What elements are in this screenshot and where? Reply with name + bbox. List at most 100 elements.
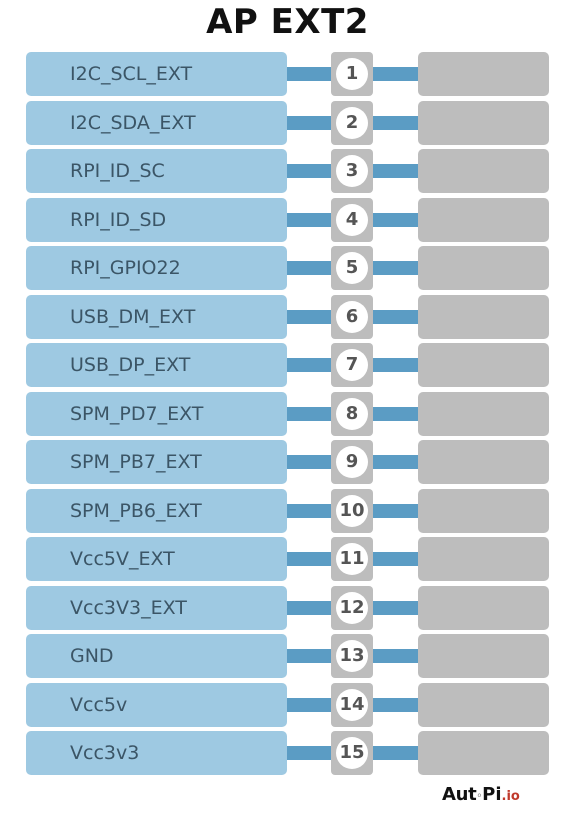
pin-number: 6 bbox=[336, 301, 368, 333]
connector-line-right bbox=[373, 407, 418, 421]
pin-label: USB_DM_EXT bbox=[70, 306, 196, 328]
pin-row: SPM_PD7_EXT 8 bbox=[0, 392, 575, 436]
pin-mate-box bbox=[418, 683, 549, 727]
pin-number-box: 15 bbox=[331, 731, 373, 775]
pin-mate-box bbox=[418, 392, 549, 436]
autopi-logo: AutoPi.io bbox=[442, 782, 520, 808]
pin-number: 15 bbox=[336, 737, 368, 769]
pin-label-box: Vcc5v bbox=[26, 683, 287, 727]
connector-line-right bbox=[373, 164, 418, 178]
pin-label: RPI_ID_SD bbox=[70, 209, 167, 231]
connector-line-left bbox=[287, 504, 331, 518]
pin-label: I2C_SDA_EXT bbox=[70, 112, 196, 134]
pin-mate-box bbox=[418, 489, 549, 533]
pin-row: RPI_ID_SD 4 bbox=[0, 198, 575, 242]
pin-row: RPI_ID_SC 3 bbox=[0, 149, 575, 193]
pin-number-box: 13 bbox=[331, 634, 373, 678]
pin-number-box: 4 bbox=[331, 198, 373, 242]
pin-mate-box bbox=[418, 198, 549, 242]
pin-number-box: 3 bbox=[331, 149, 373, 193]
pin-number: 3 bbox=[336, 155, 368, 187]
pin-number-box: 10 bbox=[331, 489, 373, 533]
pin-row: I2C_SCL_EXT 1 bbox=[0, 52, 575, 96]
pin-number-box: 6 bbox=[331, 295, 373, 339]
pin-label-box: RPI_ID_SC bbox=[26, 149, 287, 193]
connector-line-right bbox=[373, 310, 418, 324]
pin-row: Vcc5v 14 bbox=[0, 683, 575, 727]
connector-line-right bbox=[373, 601, 418, 615]
connector-line-left bbox=[287, 164, 331, 178]
connector-line-left bbox=[287, 407, 331, 421]
pin-label: USB_DP_EXT bbox=[70, 354, 191, 376]
pin-row: Vcc3v3 15 bbox=[0, 731, 575, 775]
connector-line-left bbox=[287, 746, 331, 760]
pin-number: 10 bbox=[336, 495, 368, 527]
connector-line-left bbox=[287, 67, 331, 81]
connector-line-left bbox=[287, 601, 331, 615]
connector-line-right bbox=[373, 649, 418, 663]
pin-label: Vcc3v3 bbox=[70, 742, 140, 764]
connector-line-right bbox=[373, 504, 418, 518]
pin-mate-box bbox=[418, 149, 549, 193]
pin-label-box: Vcc3V3_EXT bbox=[26, 586, 287, 630]
pin-mate-box bbox=[418, 731, 549, 775]
pin-label: I2C_SCL_EXT bbox=[70, 63, 193, 85]
connector-line-left bbox=[287, 649, 331, 663]
connector-line-right bbox=[373, 552, 418, 566]
pin-number-box: 1 bbox=[331, 52, 373, 96]
pin-mate-box bbox=[418, 537, 549, 581]
pin-mate-box bbox=[418, 101, 549, 145]
pin-row: Vcc5V_EXT 11 bbox=[0, 537, 575, 581]
pin-mate-box bbox=[418, 440, 549, 484]
pin-label-box: USB_DP_EXT bbox=[26, 343, 287, 387]
connector-line-left bbox=[287, 358, 331, 372]
connector-line-left bbox=[287, 698, 331, 712]
pin-number: 4 bbox=[336, 204, 368, 236]
pin-mate-box bbox=[418, 634, 549, 678]
pin-label-box: GND bbox=[26, 634, 287, 678]
pin-number-box: 7 bbox=[331, 343, 373, 387]
pin-row: Vcc3V3_EXT 12 bbox=[0, 586, 575, 630]
pin-label: RPI_GPIO22 bbox=[70, 257, 181, 279]
pin-mate-box bbox=[418, 246, 549, 290]
pin-label-box: Vcc3v3 bbox=[26, 731, 287, 775]
pin-number-box: 9 bbox=[331, 440, 373, 484]
connector-line-left bbox=[287, 310, 331, 324]
connector-line-left bbox=[287, 116, 331, 130]
logo-text-pi: Pi bbox=[482, 784, 502, 805]
connector-line-right bbox=[373, 67, 418, 81]
pin-number: 11 bbox=[336, 543, 368, 575]
pin-mate-box bbox=[418, 343, 549, 387]
pin-number: 5 bbox=[336, 252, 368, 284]
pin-row: USB_DP_EXT 7 bbox=[0, 343, 575, 387]
pin-label-box: USB_DM_EXT bbox=[26, 295, 287, 339]
pin-row: I2C_SDA_EXT 2 bbox=[0, 101, 575, 145]
pin-number: 2 bbox=[336, 107, 368, 139]
connector-line-right bbox=[373, 698, 418, 712]
pin-number: 8 bbox=[336, 398, 368, 430]
pin-label: Vcc3V3_EXT bbox=[70, 597, 187, 619]
pin-label: SPM_PB7_EXT bbox=[70, 451, 202, 473]
pin-row: SPM_PB7_EXT 9 bbox=[0, 440, 575, 484]
pin-number: 12 bbox=[336, 592, 368, 624]
connector-line-left bbox=[287, 552, 331, 566]
connector-line-left bbox=[287, 261, 331, 275]
page-title: AP EXT2 bbox=[206, 2, 369, 42]
pin-mate-box bbox=[418, 295, 549, 339]
pin-label-box: I2C_SCL_EXT bbox=[26, 52, 287, 96]
connector-line-left bbox=[287, 455, 331, 469]
pin-row: GND 13 bbox=[0, 634, 575, 678]
pin-label-box: Vcc5V_EXT bbox=[26, 537, 287, 581]
pin-row: USB_DM_EXT 6 bbox=[0, 295, 575, 339]
connector-line-right bbox=[373, 116, 418, 130]
pin-label-box: I2C_SDA_EXT bbox=[26, 101, 287, 145]
pin-row: RPI_GPIO22 5 bbox=[0, 246, 575, 290]
connector-line-right bbox=[373, 358, 418, 372]
pin-number-box: 12 bbox=[331, 586, 373, 630]
pin-label: Vcc5V_EXT bbox=[70, 548, 175, 570]
pin-label: RPI_ID_SC bbox=[70, 160, 165, 182]
pin-row: SPM_PB6_EXT 10 bbox=[0, 489, 575, 533]
connector-line-right bbox=[373, 261, 418, 275]
logo-mark-icon: o bbox=[477, 791, 482, 799]
pin-number: 13 bbox=[336, 640, 368, 672]
